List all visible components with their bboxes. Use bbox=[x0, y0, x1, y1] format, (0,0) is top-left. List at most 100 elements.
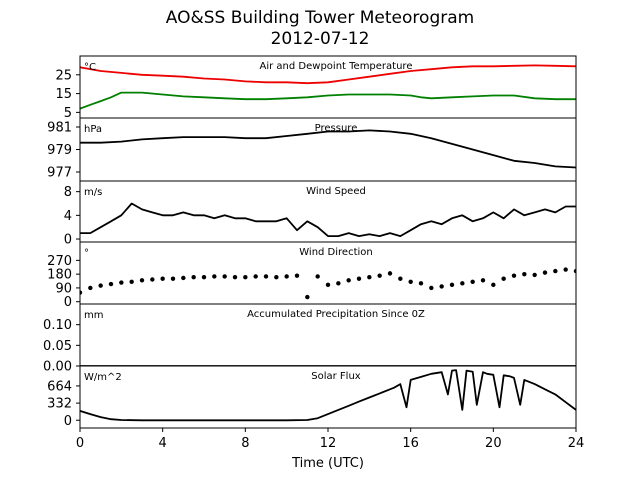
figure-subtitle: 2012-07-12 bbox=[270, 29, 370, 49]
data-point bbox=[408, 279, 413, 285]
y-tick-label: 15 bbox=[55, 87, 72, 102]
data-point bbox=[377, 273, 382, 278]
data-point bbox=[88, 285, 93, 291]
data-point bbox=[80, 290, 83, 295]
panel-1: 5 15 25 Air and Dewpoint Temperature °C bbox=[55, 55, 577, 121]
y-tick-label: 977 bbox=[47, 166, 72, 181]
series-line bbox=[80, 91, 576, 110]
data-point bbox=[294, 273, 300, 278]
data-point bbox=[387, 271, 393, 276]
panel-5: 0.00 0.05 0.10 Accumulated Precipitation Si… bbox=[43, 303, 577, 375]
panel-unit: mm bbox=[84, 310, 103, 321]
y-tick-label: 0.10 bbox=[43, 318, 72, 333]
data-point bbox=[346, 278, 351, 283]
data-point bbox=[129, 279, 134, 285]
y-tick-label: 0 bbox=[64, 233, 72, 248]
data-point bbox=[470, 279, 475, 285]
panel-unit: °C bbox=[84, 62, 96, 73]
data-point bbox=[108, 281, 114, 287]
data-point bbox=[160, 276, 165, 281]
panel-6: 0 332 664 Solar Flux W/m^2 bbox=[47, 365, 577, 432]
y-tick-label: 180 bbox=[47, 268, 72, 283]
panel-title: Air and Dewpoint Temperature bbox=[260, 61, 413, 72]
data-point bbox=[119, 280, 124, 285]
panel-title: Wind Direction bbox=[299, 247, 373, 258]
data-point bbox=[511, 273, 517, 278]
y-tick-label: 0 bbox=[64, 414, 72, 429]
y-tick-label: 664 bbox=[47, 379, 72, 394]
x-tick-label: 4 bbox=[159, 436, 167, 451]
y-tick-label: 270 bbox=[47, 254, 72, 269]
panel-unit: m/s bbox=[84, 187, 102, 198]
panel-unit: ° bbox=[84, 248, 89, 259]
data-point bbox=[98, 283, 103, 288]
figure-title: AO&SS Building Tower Meteorogram bbox=[165, 8, 475, 28]
data-point bbox=[325, 282, 331, 288]
data-point bbox=[398, 276, 403, 281]
data-point bbox=[449, 282, 455, 288]
data-point bbox=[274, 275, 279, 280]
panel-title: Wind Speed bbox=[306, 186, 366, 197]
y-tick-label: 5 bbox=[64, 106, 72, 121]
data-point bbox=[212, 274, 217, 279]
data-point bbox=[201, 275, 207, 280]
data-point bbox=[367, 275, 372, 280]
data-point bbox=[439, 284, 444, 289]
data-point bbox=[284, 274, 289, 279]
series-line bbox=[80, 369, 576, 422]
y-tick-label: 981 bbox=[47, 121, 72, 136]
y-tick-label: 4 bbox=[64, 209, 72, 224]
data-point bbox=[563, 267, 568, 272]
y-tick-label: 0.00 bbox=[43, 360, 72, 375]
y-tick-label: 332 bbox=[47, 397, 72, 412]
data-point bbox=[263, 274, 269, 279]
data-point bbox=[532, 272, 537, 278]
data-point bbox=[253, 274, 258, 279]
data-point bbox=[522, 271, 527, 277]
data-point bbox=[429, 285, 434, 291]
data-point bbox=[542, 270, 548, 275]
data-point bbox=[480, 278, 486, 283]
data-point bbox=[139, 278, 145, 283]
data-point bbox=[191, 275, 196, 280]
x-tick-label: 20 bbox=[485, 436, 502, 451]
x-tick-label: 12 bbox=[320, 436, 337, 451]
data-point bbox=[305, 294, 310, 300]
panel-title: Solar Flux bbox=[311, 371, 361, 382]
y-tick-label: 979 bbox=[47, 143, 72, 158]
data-point bbox=[170, 276, 176, 281]
data-point bbox=[356, 276, 362, 281]
series-line bbox=[80, 64, 576, 85]
x-tick-label: 8 bbox=[241, 436, 249, 451]
data-point bbox=[418, 281, 424, 286]
data-point bbox=[491, 282, 496, 288]
data-point bbox=[150, 277, 155, 282]
panel-title: Accumulated Precipitation Since 0Z bbox=[247, 309, 425, 320]
series-line bbox=[80, 129, 576, 169]
panel-title: Pressure bbox=[315, 123, 358, 134]
data-point bbox=[460, 281, 465, 286]
data-point bbox=[501, 276, 506, 281]
y-tick-label: 25 bbox=[55, 68, 72, 83]
panel-3: 0 4 8 Wind Speed m/s bbox=[64, 180, 577, 248]
data-point bbox=[181, 275, 186, 281]
data-point bbox=[222, 274, 227, 279]
y-tick-label: 0.05 bbox=[43, 339, 72, 354]
panel-2: 977 979 981 Pressure hPa bbox=[47, 117, 577, 182]
x-tick-label: 24 bbox=[568, 436, 585, 451]
x-axis-label: Time (UTC) bbox=[291, 456, 364, 471]
data-point bbox=[232, 275, 238, 280]
x-tick-label: 0 bbox=[76, 436, 84, 451]
series-line bbox=[80, 202, 576, 237]
panel-unit: hPa bbox=[84, 124, 102, 135]
y-tick-label: 90 bbox=[55, 281, 72, 296]
data-point bbox=[336, 281, 341, 286]
y-tick-label: 8 bbox=[64, 185, 72, 200]
data-point bbox=[243, 275, 248, 280]
panel-unit: W/m^2 bbox=[84, 372, 122, 383]
data-point bbox=[573, 268, 576, 274]
data-point bbox=[553, 268, 558, 274]
x-tick-label: 16 bbox=[402, 436, 419, 451]
